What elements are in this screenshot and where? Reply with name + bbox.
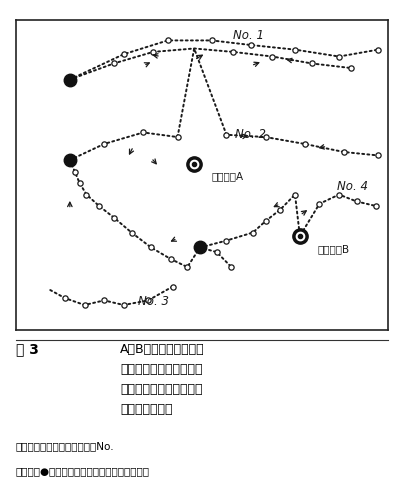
- Text: センターA: センターA: [212, 172, 244, 181]
- Text: A，B２カ所のセンター
から４台のトラックで配
送する場合のトラック毎
の配送担当ほ場: A，B２カ所のセンター から４台のトラックで配 送する場合のトラック毎 の配送担…: [120, 343, 205, 416]
- Text: ２．●丸印のほ場は２台のトラックで配送: ２．●丸印のほ場は２台のトラックで配送: [16, 466, 150, 476]
- Text: 注）１．図内数値はトラックNo.: 注）１．図内数値はトラックNo.: [16, 441, 115, 451]
- Text: No. 4: No. 4: [337, 180, 368, 193]
- Text: センターB: センターB: [318, 244, 350, 254]
- Text: No. 2: No. 2: [235, 128, 266, 141]
- Text: No. 1: No. 1: [233, 29, 264, 42]
- Text: 図 3: 図 3: [16, 343, 39, 356]
- Text: No. 3: No. 3: [138, 295, 169, 308]
